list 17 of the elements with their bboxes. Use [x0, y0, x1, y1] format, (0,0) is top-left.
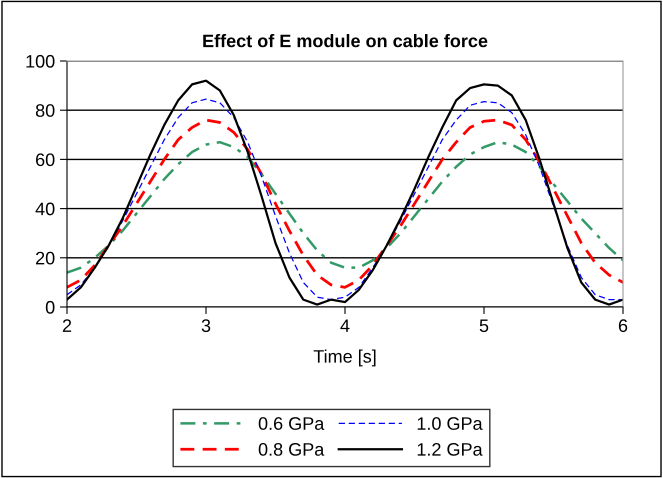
- x-tick-label: 5: [480, 319, 488, 332]
- x-axis-title: Time [s]: [314, 350, 376, 366]
- y-tick-label: 100: [26, 54, 54, 68]
- legend-label: 1.0 GPa: [418, 417, 483, 430]
- legend-label: 0.8 GPa: [258, 443, 324, 456]
- y-tick-label: 20: [36, 252, 54, 265]
- y-tick-label: 60: [36, 153, 54, 166]
- legend-label: 1.2 GPa: [418, 443, 483, 456]
- x-tick-label: 3: [202, 319, 210, 332]
- x-tick-label: 2: [62, 319, 72, 332]
- y-tick-label: 40: [36, 202, 54, 216]
- chart-title: Effect of E module on cable force: [203, 34, 488, 48]
- x-tick-label: 4: [340, 319, 350, 332]
- legend-label: 0.6 GPa: [258, 417, 324, 430]
- y-tick-label: 0: [46, 300, 54, 314]
- x-tick-label: 6: [618, 319, 628, 332]
- y-tick-label: 80: [36, 104, 54, 117]
